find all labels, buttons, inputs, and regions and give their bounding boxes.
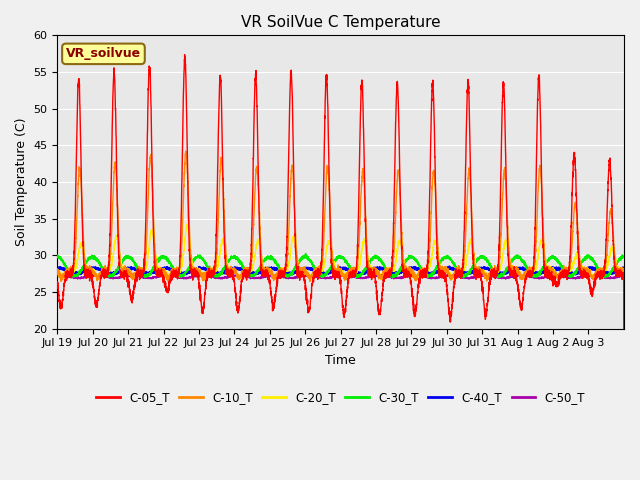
X-axis label: Time: Time — [325, 354, 356, 367]
Title: VR SoilVue C Temperature: VR SoilVue C Temperature — [241, 15, 440, 30]
Legend: C-05_T, C-10_T, C-20_T, C-30_T, C-40_T, C-50_T: C-05_T, C-10_T, C-20_T, C-30_T, C-40_T, … — [92, 386, 590, 408]
Text: VR_soilvue: VR_soilvue — [66, 48, 141, 60]
Y-axis label: Soil Temperature (C): Soil Temperature (C) — [15, 118, 28, 246]
